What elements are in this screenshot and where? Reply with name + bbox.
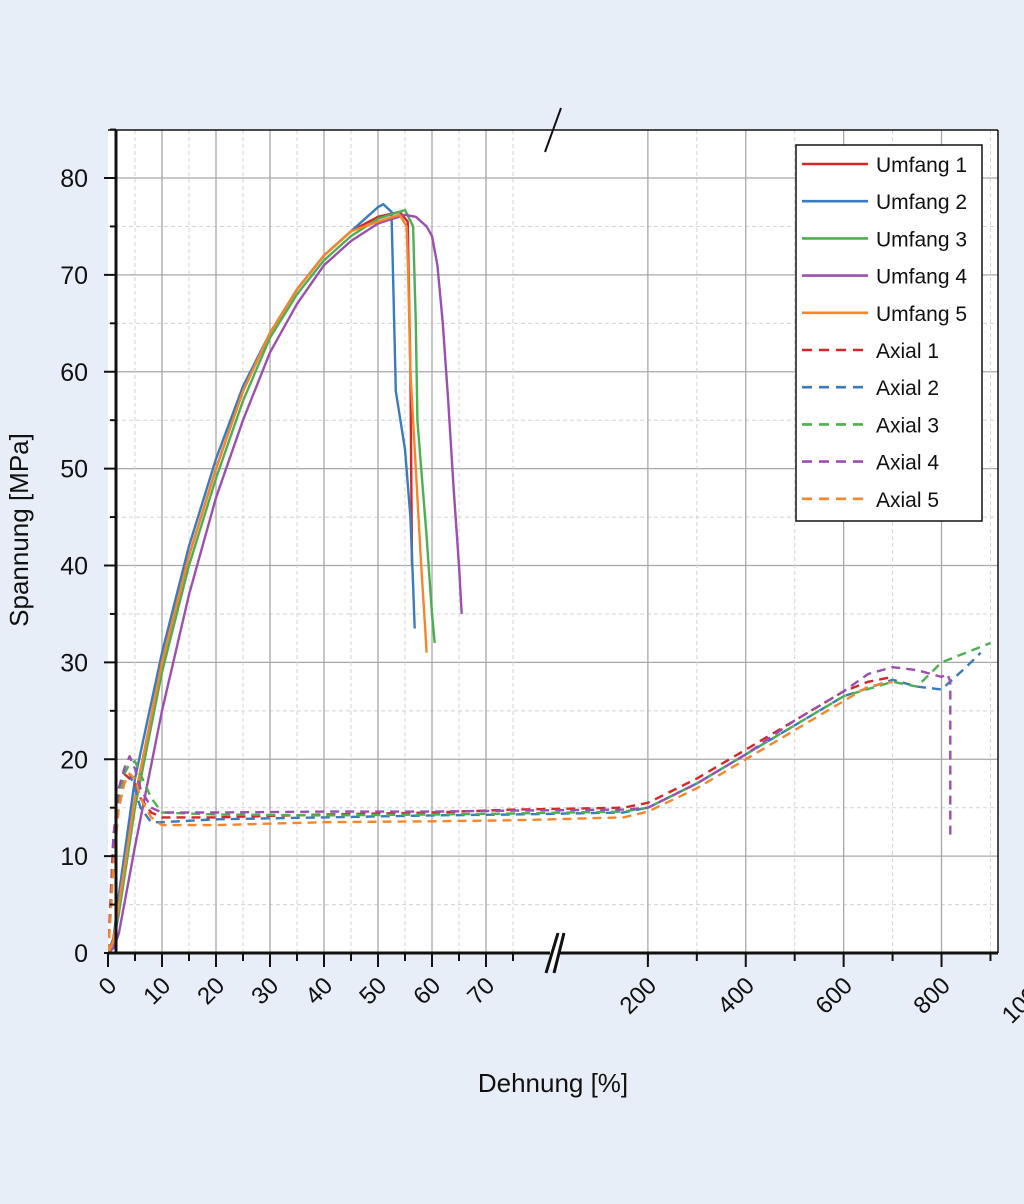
x-tick-label: 1000	[997, 972, 1024, 1029]
x-tick-label: 0	[94, 972, 123, 1001]
axis-break-gap	[550, 937, 560, 969]
series-line-umfang-5	[108, 213, 428, 953]
x-tick-label: 30	[246, 972, 284, 1010]
legend-label: Axial 5	[876, 489, 939, 512]
y-tick-label: 80	[60, 165, 88, 193]
x-tick-label: 600	[810, 972, 857, 1019]
legend-label: Umfang 5	[876, 303, 967, 326]
y-tick-label: 70	[60, 262, 88, 290]
legend-label: Axial 3	[876, 414, 939, 437]
y-tick-label: 30	[60, 649, 88, 677]
legend-label: Axial 1	[876, 340, 939, 363]
x-tick-label: 400	[713, 972, 760, 1019]
y-tick-label: 0	[74, 940, 88, 968]
x-tick-label: 20	[192, 972, 230, 1010]
legend-label: Umfang 4	[876, 266, 967, 289]
series-line-axial-3	[108, 641, 991, 953]
y-tick-label: 60	[60, 359, 88, 387]
y-tick-label: 10	[60, 843, 88, 871]
y-axis-title: Spannung [MPa]	[4, 433, 34, 627]
legend-label: Umfang 1	[876, 154, 967, 177]
series-layer	[108, 203, 991, 953]
series-line-axial-5	[108, 680, 893, 953]
y-tick-label: 50	[60, 456, 88, 484]
x-tick-label: 60	[408, 972, 446, 1010]
y-tick-label: 40	[60, 553, 88, 581]
legend-label: Axial 4	[876, 452, 939, 475]
y-tick-label: 20	[60, 746, 88, 774]
legend-label: Umfang 2	[876, 191, 967, 214]
legend-box	[795, 144, 983, 522]
axis-break-mark	[544, 932, 560, 974]
x-tick-label: 50	[354, 972, 392, 1010]
series-line-umfang-3	[108, 208, 436, 953]
x-tick-label: 70	[462, 972, 500, 1010]
x-axis-title: Dehnung [%]	[478, 1068, 628, 1098]
legend-label: Umfang 3	[876, 228, 967, 251]
axis-break-mark-top	[544, 107, 562, 153]
x-tick-label: 800	[908, 972, 955, 1019]
axis-break-mark	[552, 932, 566, 974]
series-line-axial-4	[108, 666, 952, 953]
x-tick-label: 10	[138, 972, 176, 1010]
x-tick-label: 40	[300, 972, 338, 1010]
legend-label: Axial 2	[876, 377, 939, 400]
legend: Umfang 1 Umfang 2 Umfang 3 Umfang 4 Umfang 5…	[795, 144, 983, 522]
x-tick-label: 200	[615, 972, 662, 1019]
series-line-umfang-4	[108, 213, 463, 953]
